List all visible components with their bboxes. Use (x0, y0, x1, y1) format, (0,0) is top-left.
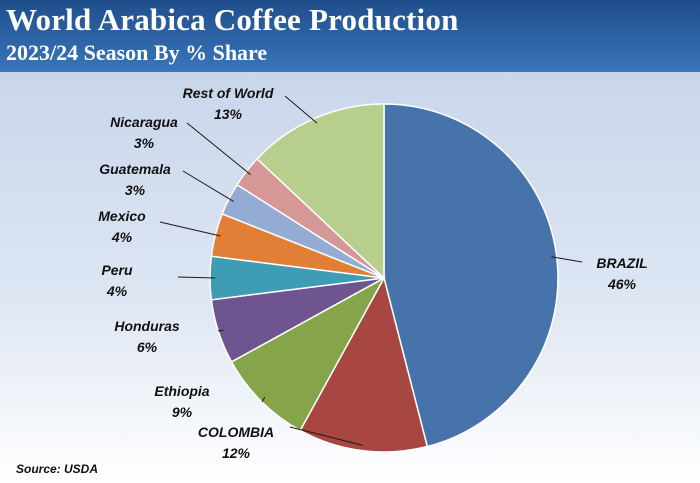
leader-line-guatemala (182, 170, 234, 202)
source-note: Source: USDA (16, 462, 99, 476)
slice-label-peru: Peru (101, 262, 133, 278)
slice-label-mexico: Mexico (98, 208, 146, 224)
slice-label-nicaragua: Nicaragua (110, 114, 178, 130)
slice-label-rest-of-world: Rest of World (183, 85, 274, 101)
leader-line-brazil (551, 256, 583, 263)
slice-label-brazil: BRAZIL (596, 255, 647, 271)
slice-pct-honduras: 6% (137, 339, 158, 355)
slice-pct-guatemala: 3% (125, 182, 146, 198)
plot-area: BRAZIL 46% COLOMBIA 12% Ethiopia 9% Honduras 6%… (0, 72, 700, 483)
leader-line-mexico (159, 221, 221, 237)
pie-chart: BRAZIL 46% COLOMBIA 12% Ethiopia 9% Honduras 6%… (98, 85, 647, 461)
chart-header: World Arabica Coffee Production 2023/24 … (0, 0, 700, 72)
pie-slice-colombia (299, 275, 429, 453)
slice-pct-peru: 4% (106, 283, 128, 299)
leader-line-rest-of-world (284, 95, 318, 124)
slice-pct-colombia: 12% (222, 445, 251, 461)
slice-pct-nicaragua: 3% (134, 135, 155, 151)
slice-label-colombia: COLOMBIA (198, 424, 274, 440)
slice-pct-ethiopia: 9% (172, 404, 193, 420)
leader-line-nicaragua (186, 122, 251, 175)
slice-label-ethiopia: Ethiopia (154, 383, 209, 399)
slice-labels: BRAZIL 46% COLOMBIA 12% Ethiopia 9% Honduras 6%… (98, 85, 647, 461)
leader-lines (159, 95, 583, 446)
pie-slice-brazil (383, 103, 559, 448)
slice-pct-mexico: 4% (111, 229, 133, 245)
leader-line-colombia (289, 426, 363, 446)
pie-slices (209, 103, 559, 453)
slice-label-honduras: Honduras (114, 318, 180, 334)
pie-slice-rest-of-world (256, 103, 385, 280)
chart-subtitle: 2023/24 Season By % Share (6, 40, 268, 65)
slice-pct-brazil: 46% (607, 276, 637, 292)
leader-line-honduras (217, 329, 224, 332)
slice-pct-rest-of-world: 13% (214, 106, 243, 122)
slice-label-guatemala: Guatemala (99, 161, 171, 177)
chart-title: World Arabica Coffee Production (6, 2, 459, 37)
leader-line-peru (177, 276, 216, 279)
leader-line-ethiopia (261, 397, 266, 403)
